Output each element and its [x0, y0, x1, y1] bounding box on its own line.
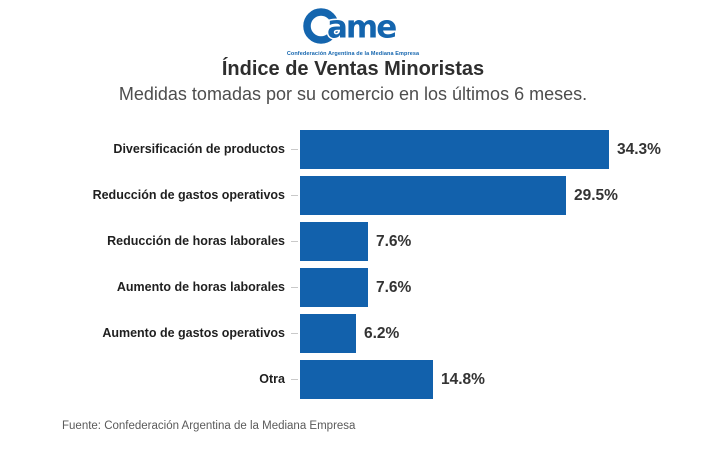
bar	[300, 130, 609, 169]
logo-tagline: Confederación Argentina de la Mediana Em…	[286, 51, 420, 57]
bar-row: Aumento de gastos operativos 6.2%	[0, 314, 706, 353]
bar-track: 34.3%	[300, 130, 706, 169]
chart-title: Índice de Ventas Minoristas	[221, 58, 485, 80]
chart-subtitle: Medidas tomadas por su comercio en los ú…	[118, 84, 588, 104]
bar-track: 6.2%	[300, 314, 706, 353]
bar-category-label: Reducción de horas laborales	[107, 233, 285, 248]
bar-row: Aumento de horas laborales 7.6%	[0, 268, 706, 307]
bar	[300, 176, 566, 215]
bar-value-label: 6.2%	[364, 324, 400, 342]
bar-track: 29.5%	[300, 176, 706, 215]
bar-chart: Diversificación de productos 34.3% Reducci…	[0, 130, 706, 406]
axis-tick	[291, 379, 298, 380]
bar-category-label: Diversificación de productos	[113, 141, 285, 156]
bar-value-label: 7.6%	[376, 278, 412, 296]
bar	[300, 268, 368, 307]
bar-value-label: 29.5%	[574, 186, 618, 204]
bar-row: Reducción de gastos operativos 29.5%	[0, 176, 706, 215]
came-logo: ame Confederación Argentina de la Median…	[0, 6, 706, 57]
bar-category-label: Reducción de gastos operativos	[92, 187, 285, 202]
source-note: Fuente: Confederación Argentina de la Me…	[62, 420, 356, 432]
bar-track: 14.8%	[300, 360, 706, 399]
bar	[300, 360, 433, 399]
svg-text:ame: ame	[327, 10, 396, 46]
bar-row: Diversificación de productos 34.3%	[0, 130, 706, 169]
axis-tick	[291, 333, 298, 334]
axis-tick	[291, 195, 298, 196]
bar	[300, 314, 356, 353]
bar-track: 7.6%	[300, 222, 706, 261]
bar	[300, 222, 368, 261]
bar-value-label: 7.6%	[376, 232, 412, 250]
bar-value-label: 34.3%	[617, 140, 661, 158]
axis-tick	[291, 149, 298, 150]
bar-category-label: Otra	[259, 371, 285, 386]
came-logo-icon: ame	[303, 8, 400, 46]
bar-value-label: 14.8%	[441, 370, 485, 388]
bar-category-label: Aumento de horas laborales	[116, 279, 285, 294]
axis-tick	[291, 287, 298, 288]
bar-track: 7.6%	[300, 268, 706, 307]
axis-tick	[291, 241, 298, 242]
bar-row: Reducción de horas laborales 7.6%	[0, 222, 706, 261]
bar-category-label: Aumento de gastos operativos	[102, 325, 285, 340]
bar-row: Otra 14.8%	[0, 360, 706, 399]
